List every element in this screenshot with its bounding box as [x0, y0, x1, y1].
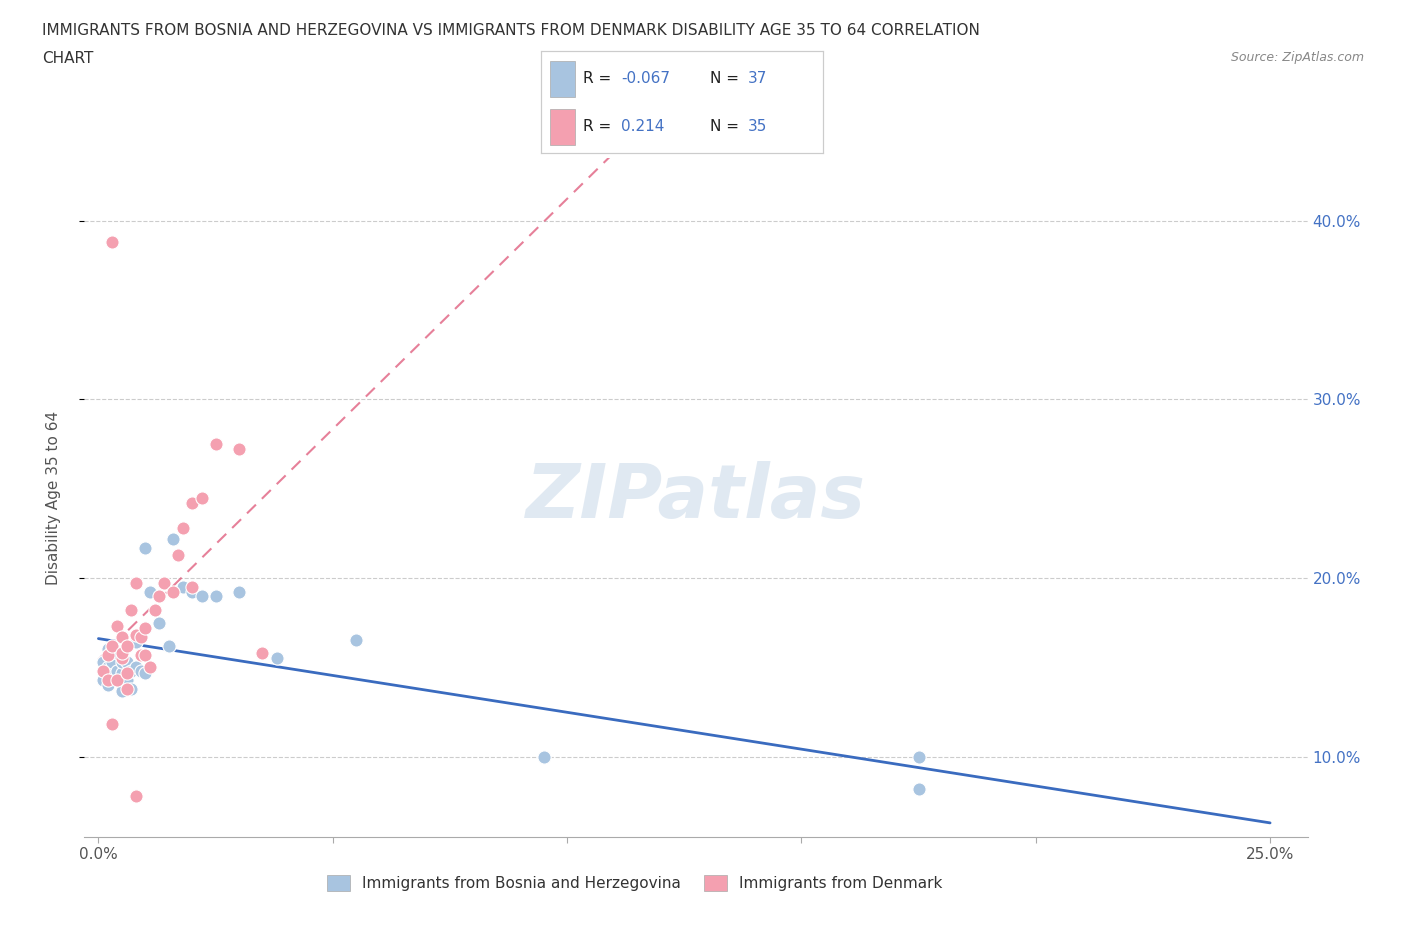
Point: [125, 660, 148, 675]
Point: [907, 781, 929, 796]
Point: [97, 672, 120, 687]
Point: [101, 669, 124, 684]
Point: [134, 647, 156, 662]
Text: 37: 37: [748, 71, 768, 86]
Text: R =: R =: [583, 71, 617, 86]
Point: [115, 665, 138, 680]
Text: Source: ZipAtlas.com: Source: ZipAtlas.com: [1230, 51, 1364, 64]
Text: ZIPatlas: ZIPatlas: [526, 461, 866, 534]
Point: [533, 750, 555, 764]
Point: [172, 579, 194, 594]
Point: [134, 620, 156, 635]
Point: [907, 750, 929, 764]
Point: [111, 630, 134, 644]
Point: [91, 655, 114, 670]
Point: [190, 490, 212, 505]
Point: [181, 579, 204, 594]
Point: [134, 665, 156, 680]
Point: [148, 615, 170, 630]
Point: [97, 678, 120, 693]
Point: [101, 655, 124, 670]
Point: [125, 576, 148, 591]
Text: -0.067: -0.067: [621, 71, 671, 86]
Point: [533, 750, 555, 764]
Point: [143, 603, 166, 618]
Point: [97, 660, 120, 675]
Point: [162, 585, 184, 600]
Point: [101, 642, 124, 657]
Point: [111, 665, 134, 680]
Point: [91, 663, 114, 678]
Point: [120, 663, 142, 678]
Point: [252, 645, 274, 660]
Point: [91, 672, 114, 687]
Point: [105, 663, 128, 678]
Text: IMMIGRANTS FROM BOSNIA AND HERZEGOVINA VS IMMIGRANTS FROM DENMARK DISABILITY AGE: IMMIGRANTS FROM BOSNIA AND HERZEGOVINA V…: [42, 23, 980, 38]
Point: [101, 638, 124, 653]
Point: [344, 633, 367, 648]
FancyBboxPatch shape: [550, 110, 575, 145]
Point: [228, 442, 250, 457]
Point: [111, 645, 134, 660]
Point: [204, 589, 226, 604]
Point: [129, 630, 152, 644]
Point: [115, 682, 138, 697]
Point: [129, 663, 152, 678]
Legend: Immigrants from Bosnia and Herzegovina, Immigrants from Denmark: Immigrants from Bosnia and Herzegovina, …: [321, 869, 949, 897]
Point: [153, 576, 176, 591]
Text: R =: R =: [583, 119, 617, 134]
Point: [228, 585, 250, 600]
Point: [105, 672, 128, 687]
Point: [157, 638, 180, 653]
Text: 0.214: 0.214: [621, 119, 665, 134]
Point: [148, 589, 170, 604]
Point: [125, 635, 148, 650]
Point: [162, 531, 184, 546]
Point: [111, 651, 134, 666]
Point: [120, 603, 142, 618]
Point: [105, 618, 128, 633]
Point: [167, 547, 190, 562]
Point: [115, 638, 138, 653]
Point: [190, 589, 212, 604]
Text: CHART: CHART: [42, 51, 94, 66]
Point: [111, 683, 134, 698]
Point: [139, 660, 162, 675]
Point: [125, 789, 148, 804]
Point: [204, 436, 226, 451]
Text: N =: N =: [710, 71, 744, 86]
Point: [266, 651, 288, 666]
Point: [129, 647, 152, 662]
Point: [101, 717, 124, 732]
Point: [139, 585, 162, 600]
Text: 35: 35: [748, 119, 768, 134]
Point: [181, 585, 204, 600]
Point: [115, 655, 138, 670]
Point: [105, 645, 128, 660]
Point: [125, 628, 148, 643]
Point: [172, 521, 194, 536]
Point: [111, 655, 134, 670]
Point: [115, 672, 138, 687]
Point: [97, 642, 120, 657]
FancyBboxPatch shape: [550, 61, 575, 98]
Point: [134, 540, 156, 555]
Text: N =: N =: [710, 119, 744, 134]
Point: [97, 647, 120, 662]
Y-axis label: Disability Age 35 to 64: Disability Age 35 to 64: [46, 410, 60, 585]
Point: [120, 682, 142, 697]
Point: [181, 496, 204, 511]
Point: [101, 234, 124, 249]
